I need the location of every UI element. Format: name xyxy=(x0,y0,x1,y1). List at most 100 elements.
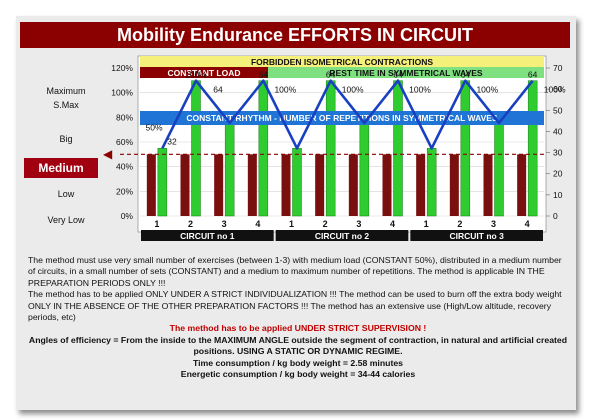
right-tick-label: 60 xyxy=(553,84,563,94)
bar-load xyxy=(483,154,493,216)
annotation-label: 64 xyxy=(259,70,269,80)
bar-load xyxy=(281,154,291,216)
left-tick-label: 100% xyxy=(111,88,133,98)
forbidden-banner xyxy=(140,56,544,67)
constant-rhythm-banner xyxy=(140,111,544,125)
annotation-label: 100% xyxy=(342,85,364,95)
category-label: 4 xyxy=(390,219,395,229)
annotation-label: 50% xyxy=(145,122,162,132)
bar-load xyxy=(180,154,190,216)
annotation-label: 64 xyxy=(326,70,336,80)
wave-polyline xyxy=(161,79,534,150)
bar-repetitions xyxy=(359,122,370,217)
category-label: 2 xyxy=(457,219,462,229)
bars xyxy=(146,80,538,217)
left-tick-label: 40% xyxy=(116,162,133,172)
left-tick-label: 80% xyxy=(116,112,133,122)
annotations: 50% 32 100% 64 64 100% 64 100% 64 100% 64 100% 64 100… xyxy=(145,70,565,147)
paragraph-energy: Energetic consumption / kg body weight =… xyxy=(180,369,416,380)
annotation-label: 100% xyxy=(185,70,207,80)
right-axis-ticks: 0 10 20 30 40 50 60 70 xyxy=(546,63,563,221)
category-label: 2 xyxy=(188,219,193,229)
bar-repetitions xyxy=(494,122,504,217)
constant-load-label: CONSTANT LOAD xyxy=(167,68,240,78)
category-labels: 1 2 3 4 1 2 3 4 1 2 3 4 xyxy=(154,219,529,229)
annotation-label: 64 xyxy=(393,70,403,80)
paragraph-individualization: The method has to be applied ONLY UNDER … xyxy=(28,289,562,323)
bar-repetitions xyxy=(325,80,336,217)
circuit-bar xyxy=(410,230,543,241)
category-label: 3 xyxy=(356,219,361,229)
rest-time-label: REST TIME IN SYMMETRICAL WAVES xyxy=(329,68,482,78)
bar-repetitions xyxy=(292,148,302,217)
side-label-maximum: Maximum xyxy=(46,86,86,96)
right-tick-label: 70 xyxy=(553,63,563,73)
annotation-label: 32 xyxy=(167,136,177,146)
category-label: 4 xyxy=(255,219,260,229)
bar-load xyxy=(382,154,392,216)
right-tick-label: 10 xyxy=(553,190,563,200)
arrow-left-icon: ◀ xyxy=(103,147,113,161)
paragraph-time: Time consumption / kg body weight = 2.58… xyxy=(192,357,404,368)
bar-repetitions xyxy=(393,80,403,217)
circuit-label: CIRCUIT no 2 xyxy=(315,231,370,241)
annotation-label: 100% xyxy=(476,85,498,95)
constant-load-banner xyxy=(140,67,268,78)
category-label: 4 xyxy=(525,219,530,229)
rest-time-banner xyxy=(268,67,544,78)
bar-repetitions xyxy=(426,148,437,217)
right-tick-label: 0 xyxy=(553,211,558,221)
category-label: 1 xyxy=(154,219,159,229)
slide-title: Mobility Endurance EFFORTS IN CIRCUIT xyxy=(20,22,570,48)
left-tick-label: 0% xyxy=(121,211,134,221)
paragraph-method: The method must use very small number of… xyxy=(28,255,562,288)
right-tick-label: 40 xyxy=(553,126,563,136)
right-tick-label: 30 xyxy=(553,148,563,158)
bar-repetitions xyxy=(224,122,235,217)
bar-repetitions xyxy=(527,80,538,217)
circuit-bar xyxy=(141,230,274,241)
annotation-label: 64 xyxy=(461,70,471,80)
description-text: The method must use very small number of… xyxy=(28,255,568,380)
plot-frame xyxy=(137,55,547,233)
annotation-label: 100% xyxy=(409,85,431,95)
side-label-very-low: Very Low xyxy=(47,215,85,225)
constant-rhythm-label: CONSTANT RHYTHM - NUMBER OF REPETITIONS … xyxy=(186,113,498,123)
category-label: 3 xyxy=(491,219,496,229)
circuit-bars: CIRCUIT no 1 CIRCUIT no 2 CIRCUIT no 3 xyxy=(141,230,543,241)
category-label: 1 xyxy=(424,219,429,229)
bar-load xyxy=(247,154,257,216)
annotation-label: 64 xyxy=(213,85,223,95)
bar-load xyxy=(449,154,459,216)
left-tick-label: 20% xyxy=(116,186,133,196)
bar-repetitions xyxy=(460,80,471,217)
right-tick-label: 20 xyxy=(553,169,563,179)
side-label-smax: S.Max xyxy=(53,100,79,110)
bar-load xyxy=(416,154,426,216)
paragraph-angles: Angles of efficiency = From the inside t… xyxy=(28,334,568,357)
category-label: 1 xyxy=(289,219,294,229)
category-label: 2 xyxy=(323,219,328,229)
circuit-label: CIRCUIT no 3 xyxy=(450,231,505,241)
right-tick-label: 50 xyxy=(553,105,563,115)
bar-load xyxy=(517,154,527,216)
category-label: 3 xyxy=(222,219,227,229)
circuit-bar xyxy=(275,230,409,241)
wave-line xyxy=(161,79,534,150)
side-label-medium: Medium xyxy=(24,158,98,178)
left-tick-label: 60% xyxy=(116,137,133,147)
side-label-low: Low xyxy=(57,189,75,199)
bar-repetitions xyxy=(157,148,168,217)
forbidden-banner-label: FORBIDDEN ISOMETRICAL CONTRACTIONS xyxy=(251,57,433,67)
annotation-label: 100% xyxy=(274,85,296,95)
left-tick-label: 120% xyxy=(111,63,133,73)
bar-load xyxy=(214,154,224,216)
bar-load xyxy=(348,154,358,216)
side-label-big: Big xyxy=(59,134,73,144)
bar-load xyxy=(315,154,325,216)
annotation-label: 100% xyxy=(544,85,566,95)
left-axis-ticks: 0% 20% 40% 60% 80% 100% 120% xyxy=(111,63,133,221)
bar-load xyxy=(146,154,156,216)
circuit-label: CIRCUIT no 1 xyxy=(180,231,235,241)
